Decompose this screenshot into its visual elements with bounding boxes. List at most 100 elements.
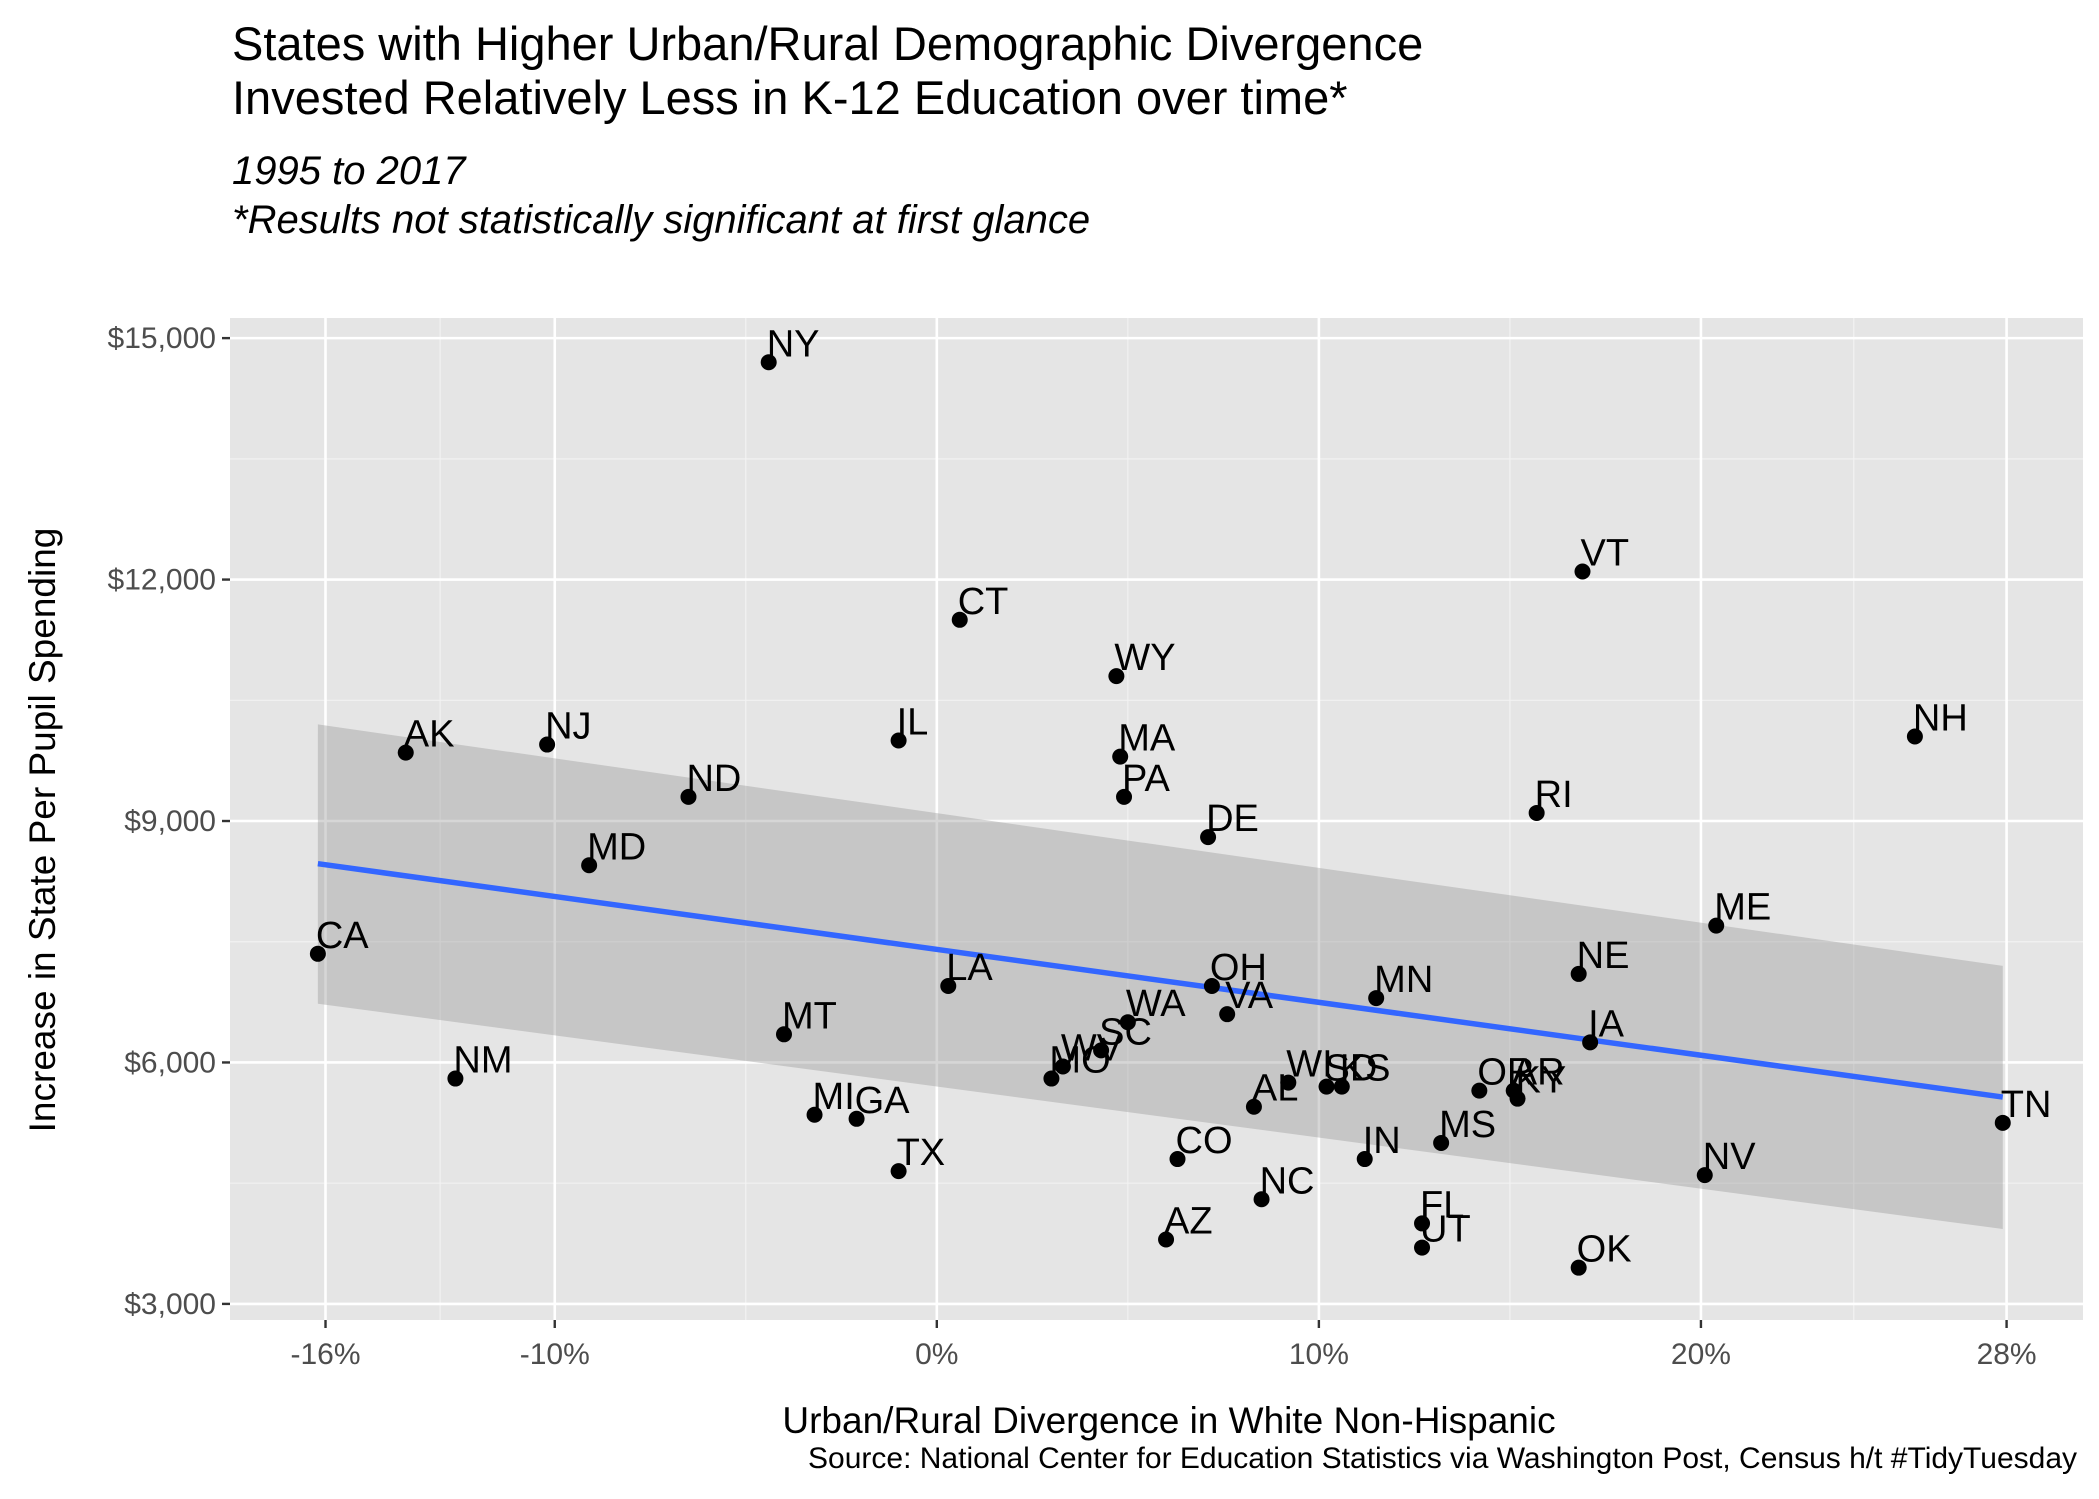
data-point-il [890, 732, 907, 749]
data-point-co [1169, 1151, 1186, 1168]
data-point-mi [806, 1106, 823, 1123]
source-caption: Source: National Center for Education St… [808, 1442, 2077, 1475]
data-point-mo [1043, 1070, 1060, 1087]
point-label-fl: FL [1420, 1184, 1464, 1226]
data-point-az [1158, 1231, 1175, 1248]
point-label-sc: SC [1099, 1011, 1152, 1053]
point-label-tx: TX [897, 1132, 946, 1174]
data-point-ok [1570, 1259, 1587, 1276]
point-label-nh: NH [1913, 698, 1968, 740]
data-point-vt [1574, 563, 1591, 580]
point-label-ak: AK [404, 714, 455, 756]
x-axis-label: Urban/Rural Divergence in White Non-Hisp… [782, 1400, 1556, 1441]
plot-panel [230, 318, 2083, 1320]
data-point-sd [1318, 1078, 1335, 1095]
y-tick-label: $6,000 [124, 1046, 216, 1079]
data-point-la [940, 978, 957, 994]
data-point-ga [848, 1110, 865, 1127]
point-label-ut: UT [1420, 1209, 1471, 1251]
point-label-wv: WV [1061, 1027, 1123, 1069]
y-tick-label: $12,000 [108, 564, 216, 597]
point-label-ma: MA [1118, 718, 1176, 760]
point-label-ny: NY [767, 323, 820, 365]
point-label-pa: PA [1122, 758, 1171, 800]
point-label-nv: NV [1703, 1136, 1756, 1178]
data-point-ms [1433, 1134, 1450, 1151]
data-point-mt [775, 1026, 792, 1043]
point-label-mi: MI [813, 1076, 855, 1118]
point-label-in: IN [1363, 1120, 1401, 1162]
x-tick-label: -10% [520, 1338, 590, 1371]
data-point-oh [1203, 978, 1220, 994]
y-axis-label: Increase in State Per Pupil Spending [22, 527, 63, 1133]
point-label-wi: WI [1286, 1044, 1332, 1086]
point-label-nj: NJ [545, 706, 591, 748]
data-point-nm [447, 1070, 464, 1087]
chart-title-line-2: Invested Relatively Less in K-12 Educati… [232, 71, 1348, 124]
point-label-me: ME [1714, 887, 1771, 929]
x-tick-label: 20% [1671, 1338, 1731, 1371]
data-point-tx [890, 1163, 907, 1180]
x-tick-label: 10% [1289, 1338, 1349, 1371]
data-point-va [1219, 1006, 1236, 1023]
chart-title-line-1: States with Higher Urban/Rural Demograph… [232, 17, 1424, 70]
y-tick-label: $3,000 [124, 1288, 216, 1321]
point-label-ct: CT [958, 581, 1009, 623]
trend-line [317, 860, 2004, 1100]
data-point-mn [1368, 990, 1385, 1007]
data-point-nv [1696, 1167, 1713, 1184]
data-point-fl [1414, 1215, 1431, 1232]
data-point-ks [1333, 1078, 1350, 1095]
data-point-wv [1054, 1058, 1071, 1075]
point-label-nd: ND [686, 758, 741, 800]
data-point-pa [1116, 788, 1133, 805]
point-label-va: VA [1225, 975, 1274, 1017]
data-point-nh [1906, 728, 1923, 745]
data-point-wy [1108, 668, 1125, 685]
point-label-ga: GA [855, 1080, 911, 1122]
point-label-wy: WY [1114, 637, 1175, 679]
point-label-vt: VT [1580, 533, 1629, 575]
y-tick-label: $15,000 [108, 322, 216, 355]
data-point-nc [1253, 1191, 1270, 1208]
data-point-ia [1582, 1034, 1599, 1051]
point-label-oh: OH [1210, 947, 1267, 989]
point-label-nc: NC [1260, 1160, 1315, 1202]
x-tick-label: -16% [290, 1338, 360, 1371]
point-label-mn: MN [1374, 959, 1433, 1001]
point-labels: NY VT CT WY NH IL NJ AK MA ND PA RI DE MD ME CA NE LA OH MN… [316, 323, 2052, 1270]
data-points [309, 354, 2011, 1276]
data-point-ky [1509, 1090, 1526, 1107]
data-point-or [1471, 1082, 1488, 1099]
data-point-ct [951, 611, 968, 628]
point-label-mo: MO [1049, 1040, 1110, 1082]
data-point-nd [680, 788, 697, 805]
point-label-ia: IA [1588, 1003, 1625, 1045]
data-point-de [1200, 829, 1217, 846]
data-point-nj [539, 736, 556, 753]
axes: -16% -10% 0% 10% 20% 28% $3,000 $6,000 $9,000 $12… [108, 322, 2037, 1371]
point-label-az: AZ [1164, 1201, 1213, 1243]
data-point-ne [1570, 965, 1587, 982]
data-point-tn [1994, 1114, 2011, 1131]
point-label-ky: KY [1516, 1060, 1567, 1102]
data-point-md [581, 857, 598, 874]
point-label-de: DE [1206, 798, 1259, 840]
point-label-il: IL [897, 702, 929, 744]
point-label-ar: AR [1512, 1052, 1565, 1094]
point-label-ms: MS [1439, 1104, 1496, 1146]
point-label-ne: NE [1577, 935, 1630, 977]
data-point-al [1245, 1098, 1262, 1115]
point-label-co: CO [1176, 1120, 1233, 1162]
chart-subtitle-line-2: *Results not statistically significant a… [232, 198, 1091, 242]
confidence-band [317, 724, 2003, 1230]
data-point-wi [1280, 1074, 1297, 1091]
data-point-ca [309, 945, 326, 962]
point-label-ok: OK [1577, 1229, 1632, 1271]
point-label-wa: WA [1126, 983, 1186, 1025]
data-point-in [1356, 1151, 1373, 1168]
data-point-sc [1093, 1042, 1110, 1059]
point-label-tn: TN [2001, 1084, 2052, 1126]
point-label-mt: MT [782, 995, 837, 1037]
